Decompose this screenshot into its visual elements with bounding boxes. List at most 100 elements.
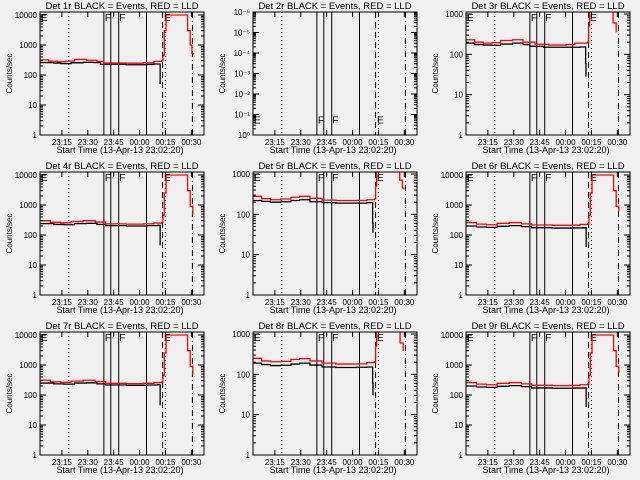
x-axis-label: Start Time (13-Apr-13 23:02:20) [269, 145, 396, 155]
x-tick-label: 00:15 [155, 138, 176, 147]
x-tick-label: 00:30 [607, 298, 628, 307]
x-axis-label: Start Time (13-Apr-13 23:02:20) [56, 145, 183, 155]
y-tick-label: 1 [459, 291, 464, 300]
x-tick-label: 23:30 [291, 458, 312, 467]
segment-marker-label: F [119, 13, 125, 24]
y-tick-label: 1 [459, 131, 464, 140]
x-tick-label: 00:00 [556, 138, 577, 147]
y-tick-label: 100 [450, 50, 464, 59]
y-axis-label: Counts/sec [5, 213, 14, 253]
panel-title: Det 9r BLACK = Events, RED = LLD [471, 321, 624, 332]
segment-marker-label: E [164, 173, 171, 184]
x-tick-label: 23:45 [530, 298, 551, 307]
segment-marker-label: E [590, 173, 597, 184]
plot-frame [252, 331, 418, 456]
segment-marker-label: F [332, 333, 338, 344]
y-tick-label: 1000 [445, 361, 463, 370]
x-tick-label: 00:15 [581, 298, 602, 307]
y-tick-label: 10 [28, 421, 37, 430]
y-tick-label: 1 [33, 291, 38, 300]
panel-title: Det 6r BLACK = Events, RED = LLD [471, 161, 624, 172]
panel-title: Det 8r BLACK = Events, RED = LLD [258, 321, 411, 332]
y-tick-label: 100 [237, 370, 251, 379]
segment-marker-label: E [467, 13, 474, 24]
x-tick-label: 23:30 [291, 138, 312, 147]
segment-marker-label: F [318, 333, 324, 344]
y-tick-label: 10 [454, 421, 463, 430]
x-tick-label: 23:30 [78, 458, 99, 467]
plot-frame [465, 331, 631, 456]
y-tick-label: 10 [241, 411, 250, 420]
x-tick-label: 23:45 [317, 138, 338, 147]
segment-marker-label: F [545, 13, 551, 24]
segment-marker-label: F [332, 173, 338, 184]
y-tick-label: 10000 [15, 171, 38, 180]
x-tick-label: 23:15 [478, 458, 499, 467]
segment-marker-label: E [377, 333, 384, 344]
x-tick-label: 23:45 [530, 138, 551, 147]
events-series-line [40, 382, 161, 406]
x-tick-label: 23:15 [478, 298, 499, 307]
events-series-line [466, 42, 587, 77]
y-tick-label: 1000 [19, 201, 37, 210]
y-tick-label: 100 [24, 231, 38, 240]
x-tick-label: 00:00 [130, 458, 151, 467]
x-axis-label: Start Time (13-Apr-13 23:02:20) [482, 305, 609, 315]
x-axis-label: Start Time (13-Apr-13 23:02:20) [482, 465, 609, 475]
y-tick-label: 1000 [19, 361, 37, 370]
events-series-line [253, 362, 374, 396]
x-tick-label: 00:00 [130, 298, 151, 307]
panel-title: Det 4r BLACK = Events, RED = LLD [45, 161, 198, 172]
plot-frame [39, 331, 205, 456]
y-tick-label: 1 [246, 451, 251, 460]
y-tick-label: 10⁻³ [234, 70, 250, 79]
x-tick-label: 23:15 [52, 298, 73, 307]
y-tick-label: 1000 [19, 41, 37, 50]
y-tick-label: 10000 [441, 171, 464, 180]
x-tick-label: 23:15 [265, 138, 286, 147]
x-axis-label: Start Time (13-Apr-13 23:02:20) [269, 305, 396, 315]
segment-marker-label: E [164, 13, 171, 24]
lld-series-line [40, 334, 194, 385]
x-tick-label: 23:15 [265, 298, 286, 307]
x-tick-label: 23:45 [104, 298, 125, 307]
panel-title: Det 3r BLACK = Events, RED = LLD [471, 1, 624, 12]
segment-marker-label: E [254, 173, 261, 184]
y-axis-label: Counts/sec [431, 53, 440, 93]
events-series-line [40, 61, 161, 85]
segment-marker-label: F [318, 173, 324, 184]
plot-panel: Det 2r BLACK = Events, RED = LLD E F F E 10⁰ 1… [218, 1, 418, 155]
x-tick-label: 23:30 [504, 458, 525, 467]
segment-marker-label: F [318, 116, 324, 127]
y-tick-label: 10 [28, 261, 37, 270]
x-axis-label: Start Time (13-Apr-13 23:02:20) [482, 145, 609, 155]
lld-series-line [253, 332, 404, 365]
segment-marker-label: E [41, 13, 48, 24]
y-tick-label: 10⁻⁴ [233, 49, 250, 58]
events-series-line [253, 199, 374, 233]
y-tick-label: 1 [33, 131, 38, 140]
y-tick-label: 1000 [445, 10, 463, 19]
lld-series-line [466, 174, 620, 226]
y-tick-label: 10 [241, 251, 250, 260]
x-tick-label: 00:30 [181, 298, 202, 307]
segment-marker-label: E [41, 333, 48, 344]
x-tick-label: 00:30 [394, 298, 415, 307]
x-tick-label: 23:45 [104, 138, 125, 147]
y-axis-label: Counts/sec [218, 53, 227, 93]
plot-frame [252, 171, 418, 296]
x-axis-label: Start Time (13-Apr-13 23:02:20) [269, 465, 396, 475]
y-tick-label: 100 [450, 231, 464, 240]
segment-marker-label: F [332, 116, 338, 127]
segment-marker-label: E [377, 116, 384, 127]
